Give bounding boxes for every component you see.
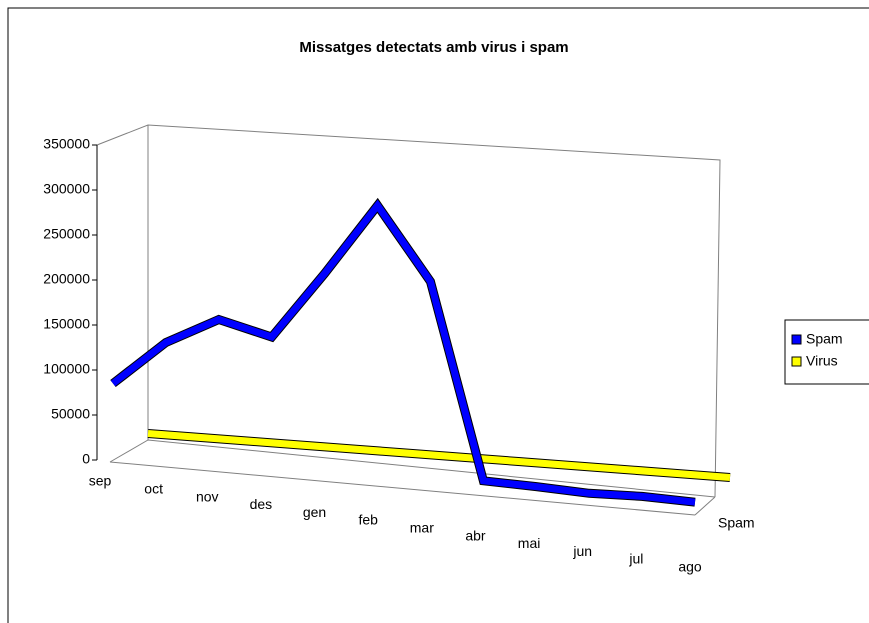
y-tick-label: 300000 [43,181,90,197]
y-tick-label: 250000 [43,226,90,242]
legend-label: Virus [806,353,838,369]
y-tick-label: 200000 [43,271,90,287]
x-tick-label: nov [196,488,219,504]
legend-swatch [791,356,802,367]
back-wall [96,124,721,498]
legend-label: Spam [806,331,843,347]
floor-right [694,496,716,516]
x-tick-label: abr [465,527,486,543]
x-tick-label: sep [89,473,112,489]
legend [784,319,869,385]
x-tick-label: ago [678,559,702,575]
x-tick-label: gen [303,504,326,520]
y-tick-label: 100000 [43,361,90,377]
legend-swatch [791,334,802,345]
chart-title: Missatges detectats amb virus i spam [299,39,568,56]
line [147,430,731,481]
x-tick-label: jul [628,551,643,567]
y-tick-label: 50000 [51,406,90,422]
x-tick-label: jun [572,543,592,559]
floor [109,439,716,498]
x-tick-label: oct [144,481,163,497]
walls [96,124,721,516]
x-tick-label: mar [410,520,434,536]
x-tick-label: des [250,496,273,512]
x-tick-label: feb [358,512,378,528]
x-tick-label: mai [518,535,541,551]
y-tick-label: 150000 [43,316,90,332]
depth-label: Spam [718,515,755,531]
y-tick-label: 350000 [43,136,90,152]
y-tick-label: 0 [82,451,90,467]
floor-front [109,461,696,516]
line [110,199,696,506]
